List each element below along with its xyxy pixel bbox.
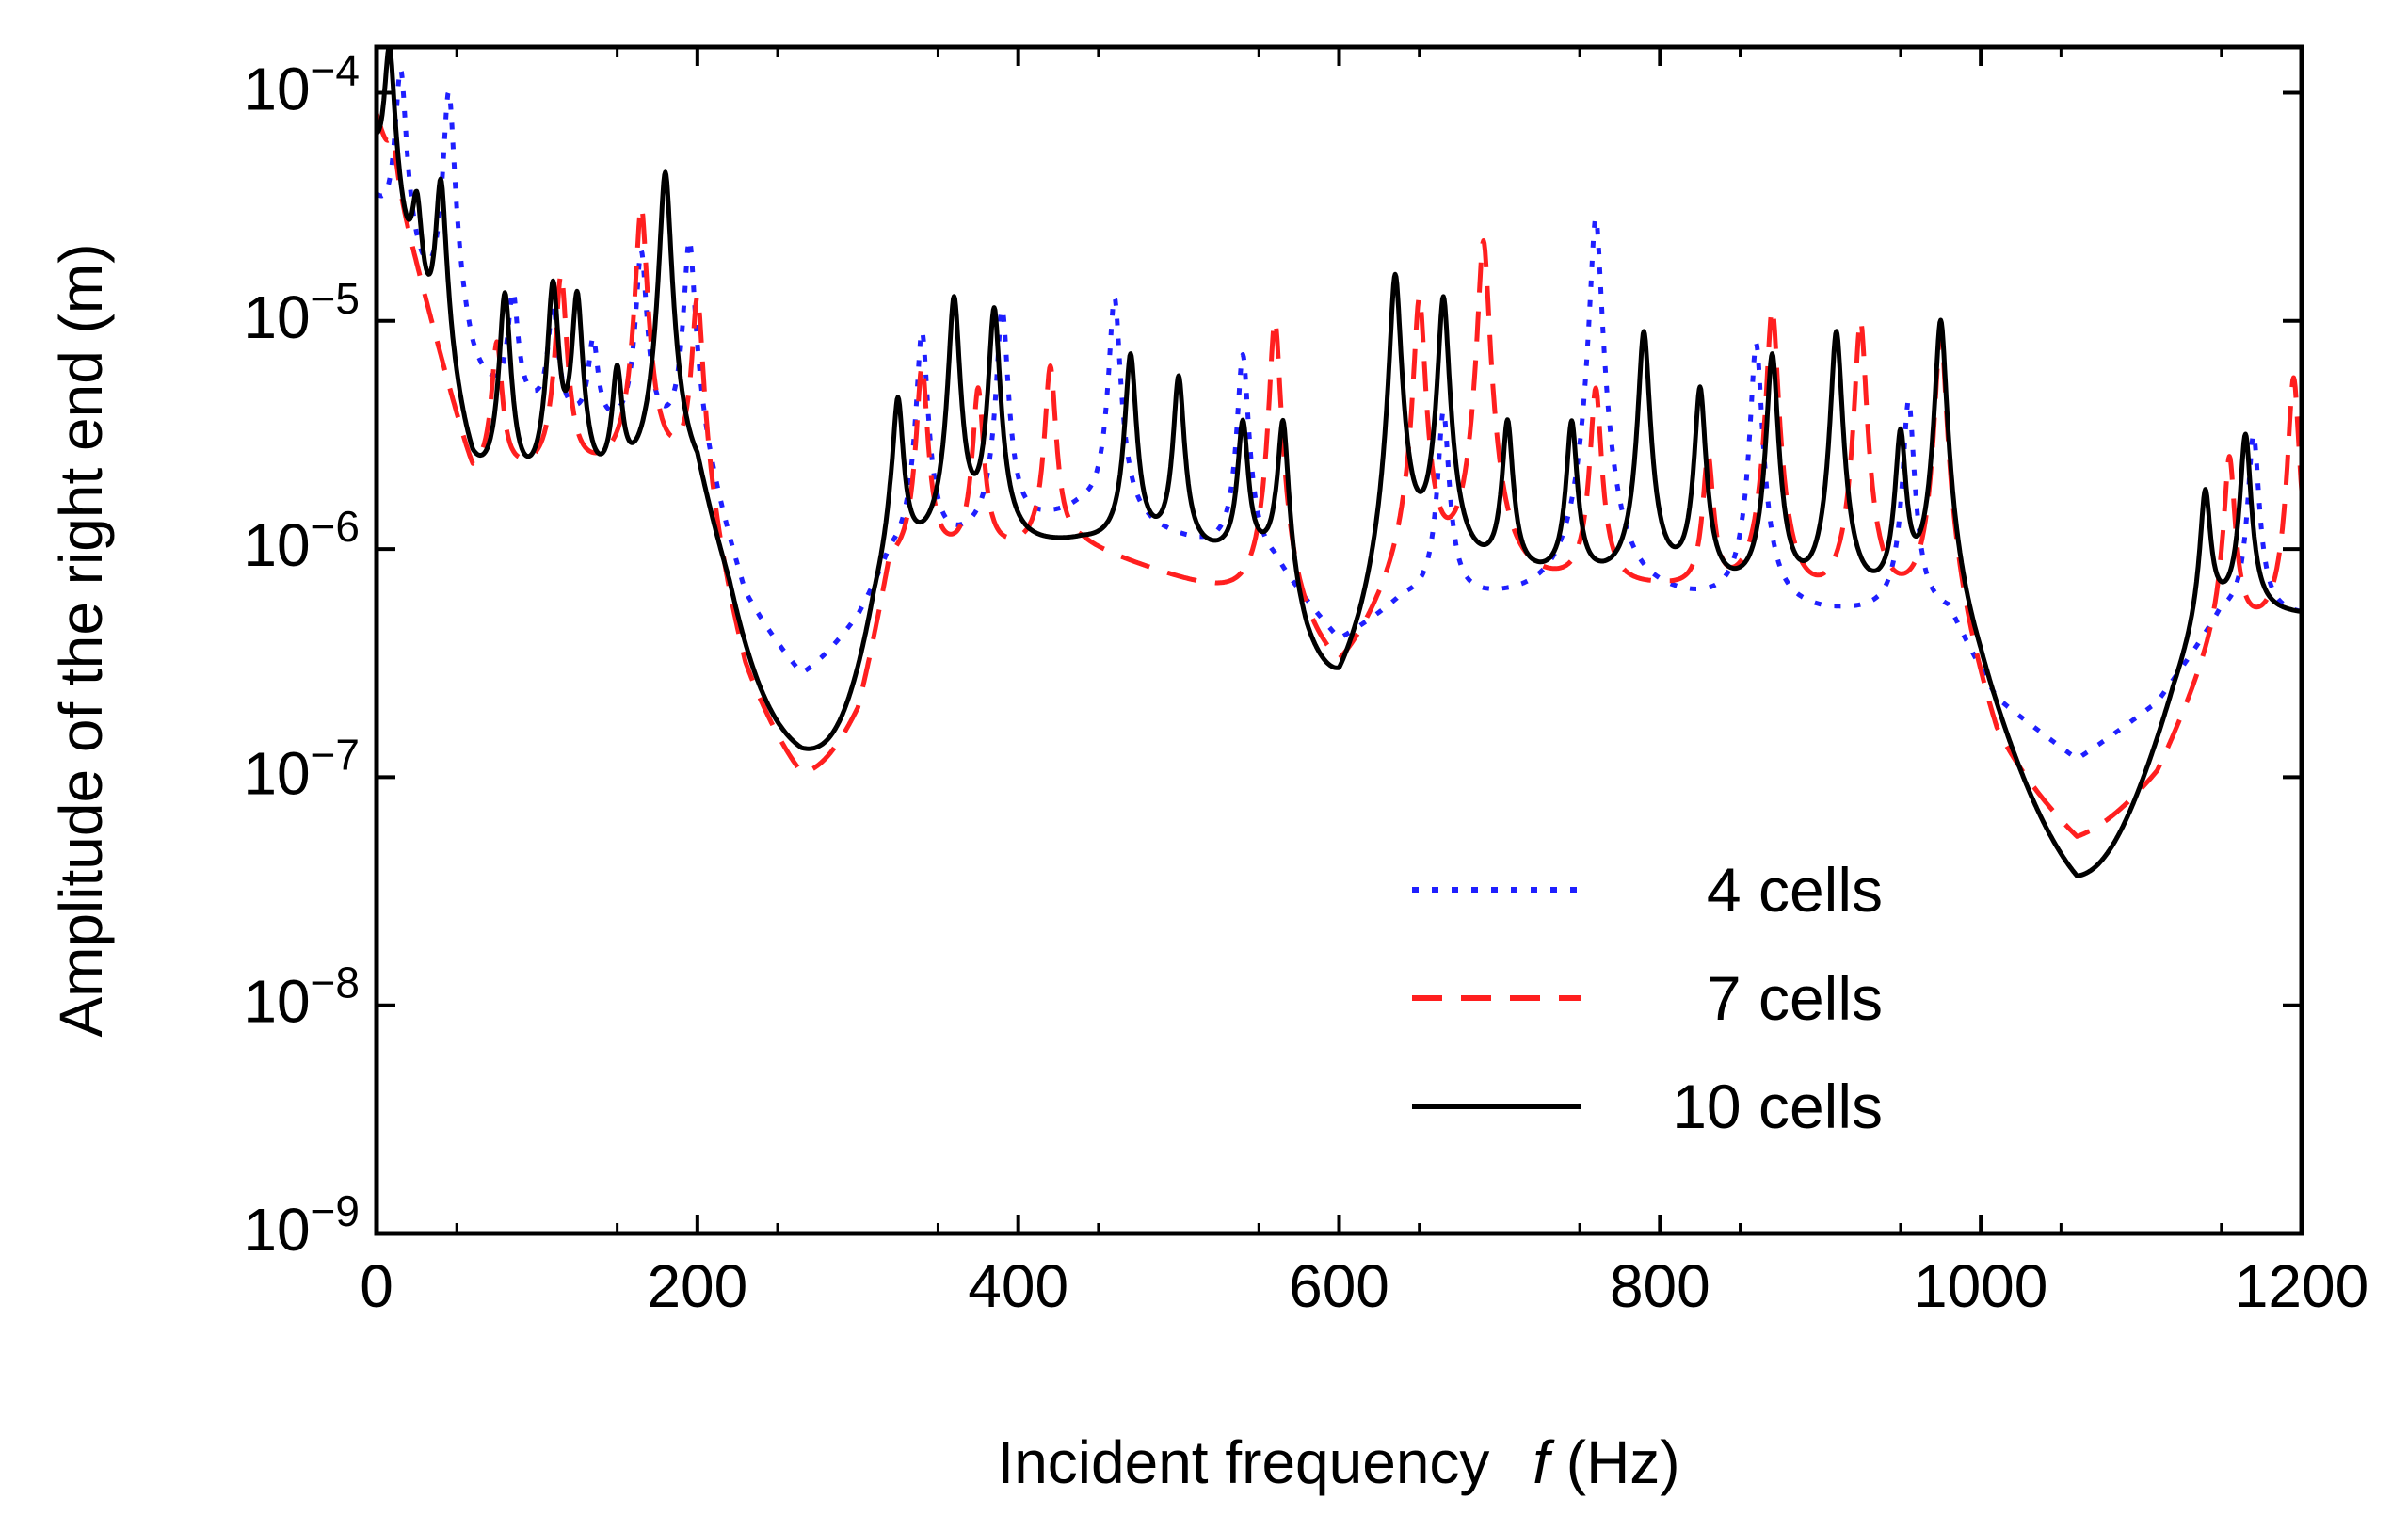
y-tick-label: 10−7: [243, 730, 360, 807]
x-axis-title-unit: (Hz): [1566, 1428, 1680, 1496]
x-tick-label: 800: [1610, 1252, 1710, 1320]
x-tick-label: 200: [647, 1252, 747, 1320]
y-tick-label: 10−6: [243, 502, 360, 579]
y-tick-label: 10−8: [243, 959, 360, 1036]
x-tick-label: 600: [1289, 1252, 1389, 1320]
tick-labels-layer: 0 200 400 600 800 1000 1200 10−9 10−8 10−7 10−6 10−…: [243, 45, 2368, 1320]
x-axis-title: Incident frequency f (Hz): [997, 1428, 1679, 1496]
series-layer: [374, 44, 2304, 878]
y-tick-label: 10−5: [243, 274, 360, 351]
x-tick-label: 400: [968, 1252, 1068, 1320]
series-line-10-cells: [375, 44, 2304, 878]
plot-area-background: [377, 47, 2302, 1233]
legend-label: 10 cells: [1672, 1072, 1883, 1141]
y-axis-title: Amplitude of the right end (m): [47, 243, 115, 1037]
x-axis-title-var: f: [1533, 1428, 1555, 1496]
x-axis-title-text: Incident frequency: [997, 1428, 1489, 1496]
y-tick-label: 10−9: [243, 1186, 360, 1264]
y-tick-label: 10−4: [243, 45, 360, 122]
series-line-7-cells: [374, 112, 2304, 839]
ticks-layer: [375, 47, 2304, 1235]
x-tick-label: 0: [360, 1252, 393, 1320]
legend-label: 7 cells: [1707, 963, 1883, 1033]
legend-label: 4 cells: [1707, 855, 1883, 925]
x-tick-label: 1200: [2235, 1252, 2368, 1320]
legend: 4 cells 7 cells 10 cells: [1412, 855, 1883, 1141]
x-tick-label: 1000: [1914, 1252, 2047, 1320]
